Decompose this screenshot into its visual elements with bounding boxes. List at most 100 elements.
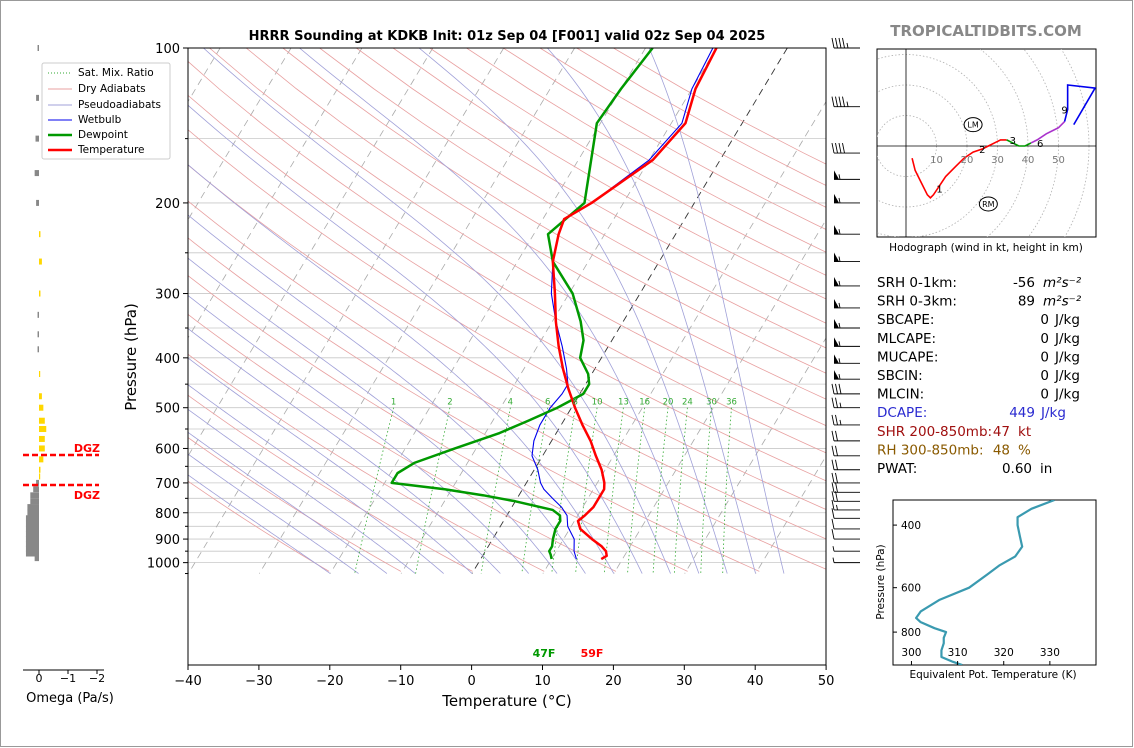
hodograph-segment (1006, 139, 1032, 147)
moist-adiabat (188, 408, 416, 574)
theta-e-profile (914, 500, 1055, 665)
surface-dewpoint-label: 47F (533, 647, 556, 660)
wind-barb (831, 482, 860, 493)
y-tick-label: 800 (155, 507, 180, 522)
omega-tick-label: −2 (89, 672, 105, 685)
index-unit: J/kg (1054, 312, 1080, 328)
mixing-ratio-label: 1 (391, 398, 396, 408)
index-label: SBCIN: (877, 368, 923, 384)
legend-item: Dry Adiabats (78, 83, 146, 95)
index-unit: J/kg (1054, 368, 1080, 384)
y-tick-label: 700 (155, 477, 180, 492)
x-tick-label: 20 (605, 674, 622, 689)
wind-barb (834, 354, 860, 364)
index-label: MUCAPE: (877, 349, 938, 365)
wind-barb (831, 491, 860, 502)
mixing-ratio-label: 20 (663, 398, 674, 408)
index-value: 0 (1040, 349, 1049, 365)
mixing-ratio-line (354, 407, 394, 574)
hodograph-segment (911, 139, 1007, 199)
mixing-ratio-label: 2 (447, 398, 452, 408)
brand-watermark: TROPICALTIDBITS.COM (890, 22, 1082, 40)
y-tick-label: 500 (155, 402, 180, 417)
dry-adiabat (188, 394, 473, 572)
moist-adiabat (188, 328, 501, 574)
hodograph-segment (1063, 84, 1096, 126)
index-row: MLCIN: 0 J/kg (877, 387, 1080, 403)
wind-barb (831, 528, 860, 540)
omega-bar (39, 417, 45, 424)
dry-adiabat (188, 94, 826, 482)
x-tick-label: 30 (676, 674, 693, 689)
omega-bar (39, 258, 42, 265)
omega-bar (25, 545, 39, 552)
legend-item: Sat. Mix. Ratio (78, 67, 154, 79)
omega-axis: 0 −1 −2 (23, 669, 105, 685)
wind-barb (831, 499, 860, 511)
temperature-line (551, 48, 718, 561)
omega-bar (39, 371, 41, 378)
index-row: SBCAPE: 0 J/kg (877, 312, 1080, 328)
dry-adiabat (356, 48, 826, 324)
wind-barb (831, 518, 860, 530)
x-tick-label: 10 (534, 674, 551, 689)
legend-item: Temperature (77, 144, 145, 156)
y-tick-label: 600 (155, 442, 180, 457)
omega-bar (39, 404, 44, 411)
index-label: PWAT: (877, 461, 917, 477)
omega-bar (39, 473, 41, 480)
theta-y-tick-label: 600 (901, 583, 921, 595)
dry-adiabat (188, 200, 826, 570)
mixing-ratio-label: 4 (508, 398, 513, 408)
storm-motion-marker (963, 117, 983, 133)
storm-motion-marker (978, 196, 998, 212)
index-value: 0 (1040, 387, 1049, 403)
wind-barb (831, 142, 860, 154)
dry-adiabat (188, 437, 402, 572)
omega-bar (34, 170, 39, 177)
y-tick-label: 300 (155, 288, 180, 303)
hodograph-rings (877, 49, 1096, 237)
index-value: 89 (1018, 294, 1035, 310)
skewt-frame (187, 47, 827, 666)
index-unit: J/kg (1054, 331, 1080, 347)
dry-adiabat (188, 480, 330, 572)
theta-x-tick-label: 300 (901, 647, 921, 659)
isotherm (613, 219, 826, 574)
dry-adiabat (319, 48, 826, 349)
wind-barb (834, 370, 860, 380)
theta-e-plot: 300 310 320 330 400 600 800 Equivalent Pot. Te… (875, 499, 1097, 681)
omega-bar (39, 466, 41, 473)
hodograph-height-label: 3 (1010, 136, 1016, 147)
omega-bar (30, 492, 39, 499)
skewt-axes: −40 −30 −20 −10 0 10 20 30 40 50 100 200 300 400 500 60… (147, 42, 834, 689)
omega-bar (30, 498, 39, 505)
skewt-background-lines (188, 48, 826, 574)
index-row: SRH 0-1km: -56 m²s⁻² (877, 275, 1082, 291)
omega-bar (27, 504, 39, 511)
hodograph-caption: Hodograph (wind in kt, height in km) (889, 242, 1083, 254)
dgz-label-top: DGZ (74, 442, 100, 455)
index-value: 47 (993, 424, 1010, 440)
index-label: SRH 0-1km: (877, 275, 957, 291)
isotherm (684, 337, 826, 574)
index-label: MLCAPE: (877, 331, 936, 347)
omega-tick-label: 0 (36, 672, 43, 685)
moist-adiabat (203, 48, 671, 574)
omega-bar (39, 426, 47, 433)
theta-x-tick-label: 310 (948, 647, 968, 659)
isotherm (542, 100, 826, 574)
dry-adiabat (392, 48, 826, 300)
omega-bar (39, 456, 44, 463)
wind-barb (834, 276, 860, 287)
moist-adiabat (547, 48, 756, 574)
wind-barb (831, 96, 860, 108)
legend-box (41, 62, 171, 160)
mixing-ratio-label: 6 (545, 398, 550, 408)
index-unit: m²s⁻² (1043, 294, 1082, 310)
dry-adiabat (282, 48, 826, 374)
omega-bar (25, 525, 39, 532)
omega-bar (35, 135, 39, 142)
omega-bar (39, 435, 45, 442)
